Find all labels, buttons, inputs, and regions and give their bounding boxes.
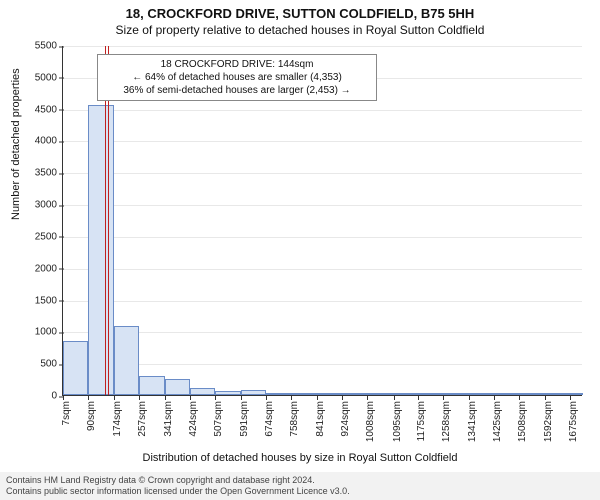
x-tick-mark xyxy=(317,395,318,400)
x-tick-label: 174sqm xyxy=(112,401,123,437)
histogram-bar xyxy=(139,376,165,395)
histogram-bar xyxy=(241,390,266,395)
histogram-bar xyxy=(215,391,241,395)
histogram-bar xyxy=(114,326,139,395)
x-tick-mark xyxy=(114,395,115,400)
histogram-bar xyxy=(469,393,495,395)
x-tick-mark xyxy=(63,395,64,400)
x-tick-mark xyxy=(494,395,495,400)
x-tick-mark xyxy=(519,395,520,400)
y-tick-label: 1500 xyxy=(35,295,63,306)
x-tick-label: 1341sqm xyxy=(467,401,478,442)
x-tick-label: 1175sqm xyxy=(416,401,427,441)
x-tick-mark xyxy=(418,395,419,400)
gridline xyxy=(63,205,582,206)
x-tick-label: 424sqm xyxy=(188,401,199,437)
x-tick-mark xyxy=(342,395,343,400)
x-tick-mark xyxy=(88,395,89,400)
x-tick-label: 341sqm xyxy=(163,401,174,437)
x-tick-label: 1425sqm xyxy=(492,401,503,442)
y-tick-label: 2500 xyxy=(35,231,63,242)
x-tick-mark xyxy=(570,395,571,400)
histogram-bar xyxy=(570,393,583,395)
x-tick-label: 591sqm xyxy=(239,401,250,437)
x-tick-mark xyxy=(367,395,368,400)
x-tick-label: 1592sqm xyxy=(543,401,554,442)
histogram-bar xyxy=(519,393,545,395)
x-tick-label: 1675sqm xyxy=(568,401,579,442)
footer: Contains HM Land Registry data © Crown c… xyxy=(0,472,600,500)
annotation-line-1: 18 CROCKFORD DRIVE: 144sqm xyxy=(104,58,370,71)
histogram-bar xyxy=(266,393,292,395)
histogram-bar xyxy=(367,393,393,395)
gridline xyxy=(63,269,582,270)
x-tick-mark xyxy=(394,395,395,400)
annotation-line-2: ← 64% of detached houses are smaller (4,… xyxy=(104,71,370,84)
x-tick-label: 1258sqm xyxy=(441,401,452,442)
y-axis-label: Number of detached properties xyxy=(10,68,22,220)
annotation-line-3: 36% of semi-detached houses are larger (… xyxy=(104,84,370,97)
histogram-bar xyxy=(291,393,316,395)
gridline xyxy=(63,110,582,111)
x-tick-label: 507sqm xyxy=(213,401,224,437)
x-tick-label: 841sqm xyxy=(315,401,326,437)
x-tick-mark xyxy=(241,395,242,400)
x-tick-mark xyxy=(266,395,267,400)
gridline xyxy=(63,364,582,365)
y-tick-label: 500 xyxy=(40,359,63,370)
histogram-bar xyxy=(63,341,88,395)
footer-line-2: Contains public sector information licen… xyxy=(6,486,594,497)
x-tick-label: 1095sqm xyxy=(392,401,403,442)
y-tick-label: 2000 xyxy=(35,263,63,274)
x-tick-label: 7sqm xyxy=(61,401,72,425)
page-subtitle: Size of property relative to detached ho… xyxy=(0,21,600,39)
x-tick-mark xyxy=(139,395,140,400)
x-tick-mark xyxy=(190,395,191,400)
page-title: 18, CROCKFORD DRIVE, SUTTON COLDFIELD, B… xyxy=(0,0,600,21)
property-annotation-box: 18 CROCKFORD DRIVE: 144sqm ← 64% of deta… xyxy=(97,54,377,101)
y-tick-label: 1000 xyxy=(35,327,63,338)
y-tick-label: 0 xyxy=(51,391,63,402)
y-tick-label: 4500 xyxy=(35,104,63,115)
x-tick-label: 1008sqm xyxy=(365,401,376,442)
x-tick-mark xyxy=(165,395,166,400)
x-tick-mark xyxy=(469,395,470,400)
x-tick-label: 674sqm xyxy=(264,401,275,437)
chart-area: 0500100015002000250030003500400045005000… xyxy=(62,46,582,396)
y-tick-label: 5000 xyxy=(35,72,63,83)
x-tick-label: 758sqm xyxy=(289,401,300,437)
histogram-bar xyxy=(545,393,570,395)
footer-line-1: Contains HM Land Registry data © Crown c… xyxy=(6,475,594,486)
gridline xyxy=(63,173,582,174)
x-tick-mark xyxy=(215,395,216,400)
x-tick-mark xyxy=(545,395,546,400)
x-tick-mark xyxy=(291,395,292,400)
histogram-bar xyxy=(494,393,519,395)
gridline xyxy=(63,141,582,142)
histogram-bar xyxy=(317,393,342,395)
y-tick-label: 3500 xyxy=(35,168,63,179)
histogram-bar xyxy=(443,393,468,395)
histogram-bar xyxy=(165,379,190,395)
x-tick-label: 90sqm xyxy=(86,401,97,431)
y-tick-label: 4000 xyxy=(35,136,63,147)
y-tick-label: 5500 xyxy=(35,41,63,52)
gridline xyxy=(63,301,582,302)
gridline xyxy=(63,237,582,238)
y-tick-label: 3000 xyxy=(35,200,63,211)
histogram-bar xyxy=(88,105,114,395)
x-tick-label: 1508sqm xyxy=(517,401,528,442)
x-tick-label: 257sqm xyxy=(137,401,148,437)
x-axis-label: Distribution of detached houses by size … xyxy=(0,452,600,464)
x-tick-label: 924sqm xyxy=(340,401,351,437)
histogram-bar xyxy=(394,393,418,395)
histogram-bar xyxy=(190,388,215,395)
gridline xyxy=(63,332,582,333)
x-tick-mark xyxy=(443,395,444,400)
histogram-bar xyxy=(342,393,368,395)
gridline xyxy=(63,46,582,47)
histogram-bar xyxy=(418,393,443,395)
